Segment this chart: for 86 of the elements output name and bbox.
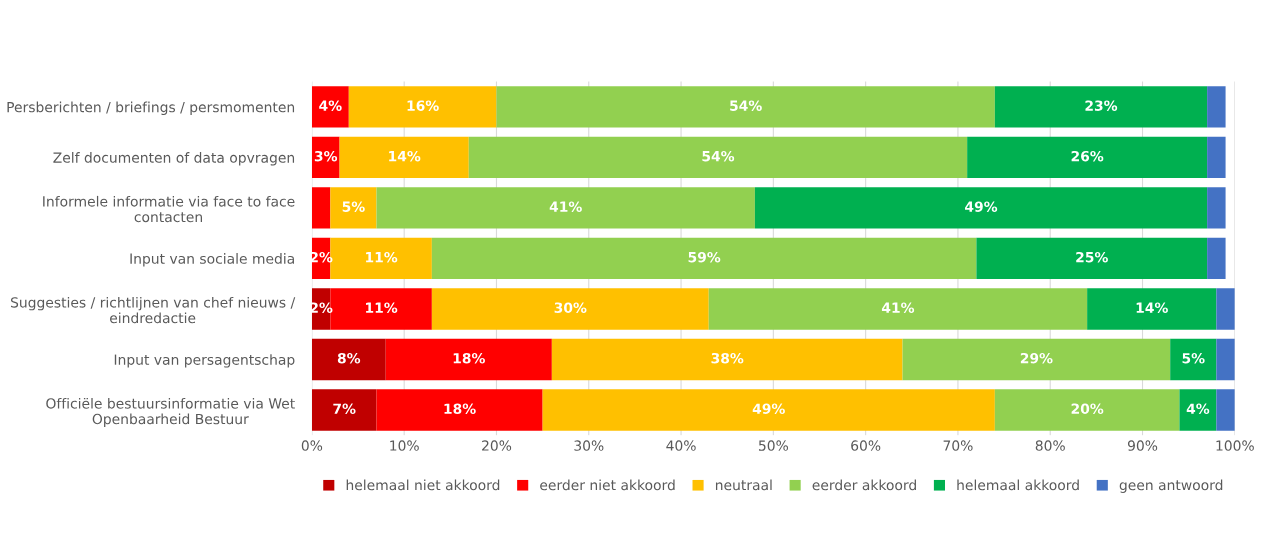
bar — [348, 86, 497, 128]
y-tick-label: Input van persagentschap — [114, 354, 295, 368]
bar — [1207, 187, 1226, 229]
x-tick-label: 50% — [758, 440, 789, 451]
bar — [431, 288, 709, 330]
y-tick-label: Suggesties / richtlijnen van chef nieuws / eindredactie — [10, 296, 296, 324]
x-tick-label: 90% — [1127, 440, 1158, 451]
bar — [311, 187, 331, 229]
data-label: 54% — [702, 150, 735, 162]
data-label: 54% — [730, 100, 762, 111]
bar — [994, 86, 1208, 128]
x-tick-label: 30% — [574, 440, 604, 451]
bar — [1216, 389, 1235, 431]
y-tick-label: Persberichten / briefings / persmomenten — [7, 101, 295, 116]
bar — [376, 389, 543, 431]
bar — [754, 187, 1208, 229]
x-tick-label: 10% — [390, 440, 419, 451]
data-label: 18% — [453, 352, 485, 364]
bar — [1207, 86, 1226, 128]
legend-label: eerder akkoord — [812, 479, 916, 491]
x-tick-label: 20% — [482, 440, 512, 451]
bar — [1207, 136, 1226, 179]
bar — [431, 237, 977, 280]
data-label: 41% — [549, 201, 582, 212]
data-label: 16% — [407, 100, 439, 111]
bar — [551, 338, 903, 381]
data-label: 11% — [366, 302, 398, 313]
data-label: 3% — [314, 150, 338, 162]
data-label: 49% — [965, 201, 998, 212]
x-tick-label: 100% — [1216, 440, 1254, 451]
bar — [967, 136, 1208, 179]
data-label: 41% — [881, 302, 915, 313]
bar — [385, 338, 552, 381]
bar — [542, 389, 995, 431]
data-label: 25% — [1076, 251, 1108, 263]
bar — [976, 237, 1208, 280]
bar — [994, 389, 1180, 431]
bar — [496, 86, 995, 128]
data-label: 7% — [333, 403, 356, 414]
bar — [376, 187, 755, 229]
x-tick-label: 70% — [943, 440, 973, 451]
data-label: 26% — [1071, 150, 1104, 162]
y-tick-label: Informele informatie via face to face contacten — [43, 195, 295, 223]
y-tick-label: Officiële bestuursinformatie via Wet Openbaarheid Bestuur — [46, 397, 295, 427]
data-label: 8% — [337, 352, 361, 364]
data-label: 20% — [1071, 403, 1104, 414]
bar — [311, 338, 386, 381]
data-label: 49% — [752, 403, 785, 414]
data-label: 18% — [444, 403, 476, 414]
data-label: 38% — [711, 352, 744, 364]
data-label: 23% — [1085, 100, 1118, 111]
legend-label: eerder niet akkoord — [540, 479, 675, 491]
bar — [708, 288, 1088, 330]
data-label: 59% — [688, 251, 721, 263]
data-label: 5% — [342, 201, 365, 212]
legend-label: helemaal niet akkoord — [346, 479, 500, 491]
legend-label: geen antwoord — [1119, 479, 1223, 493]
data-label: 11% — [366, 251, 398, 263]
x-tick-label: 60% — [851, 440, 881, 451]
data-label: 4% — [319, 100, 342, 111]
data-label: 14% — [1136, 302, 1168, 313]
data-label: 5% — [1182, 352, 1205, 364]
x-tick-label: 40% — [666, 440, 696, 451]
data-label: 29% — [1020, 352, 1053, 364]
data-label: 30% — [554, 302, 587, 313]
bar — [311, 136, 340, 179]
x-tick-label: 80% — [1035, 440, 1065, 451]
bar — [311, 86, 349, 128]
bar — [1179, 389, 1217, 431]
bar — [468, 136, 968, 179]
bar — [339, 136, 469, 179]
x-tick-label: 0% — [301, 440, 323, 451]
bar — [1216, 288, 1235, 330]
bar — [902, 338, 1171, 381]
bar — [311, 389, 377, 431]
bar — [1170, 338, 1217, 381]
y-tick-label: Input van sociale media — [130, 253, 294, 267]
y-tick-label: Zelf documenten of data opvragen — [53, 152, 295, 166]
bar — [1207, 237, 1226, 280]
bar — [1087, 288, 1217, 330]
bar — [1216, 338, 1235, 381]
legend-label: neutraal — [715, 479, 772, 491]
data-label: 4% — [1186, 403, 1210, 414]
data-label: 14% — [389, 150, 421, 162]
bar — [330, 187, 377, 229]
legend-label: helemaal akkoord — [957, 479, 1079, 491]
